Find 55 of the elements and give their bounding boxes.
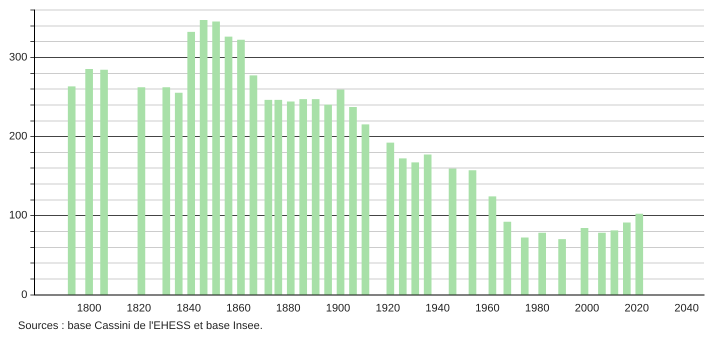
bar [411, 162, 420, 295]
y-tick-label: 200 [8, 130, 28, 143]
bar [174, 92, 183, 295]
x-tick-label: 2040 [674, 302, 699, 314]
source-note: Sources : base Cassini de l'EHESS et base Insee. [18, 320, 263, 332]
bar [324, 104, 332, 295]
x-tick-label: 1900 [326, 302, 350, 314]
bar [224, 36, 232, 295]
x-tick-label: 2020 [624, 302, 650, 314]
bar [488, 196, 496, 295]
bar [558, 239, 566, 295]
bar [538, 232, 546, 295]
x-tick-label: 1860 [226, 302, 251, 314]
x-tick-label: 1800 [76, 302, 102, 314]
bar [349, 106, 357, 295]
bar [520, 238, 529, 295]
y-tick-label: 100 [8, 210, 28, 222]
bar [286, 101, 295, 295]
x-tick-label: 1840 [176, 302, 201, 314]
bar [200, 20, 208, 295]
bar [264, 100, 272, 295]
x-tick-label: 1820 [126, 302, 152, 314]
x-tick-label: 1920 [376, 302, 400, 314]
bar [598, 232, 606, 295]
bar [187, 32, 196, 295]
x-tick-label: 1980 [524, 302, 550, 314]
x-tick-label: 1880 [276, 302, 301, 314]
bar [362, 124, 370, 295]
y-tick-label: 300 [8, 52, 28, 64]
bar [386, 142, 394, 295]
x-tick-label: 2000 [574, 302, 600, 314]
bar [468, 170, 476, 295]
bar [212, 22, 220, 295]
bar [312, 99, 320, 295]
bar [424, 154, 432, 295]
bar [635, 214, 644, 295]
x-tick-label: 1940 [425, 302, 450, 314]
bar [100, 70, 108, 295]
x-tick-label: 1960 [475, 302, 500, 314]
bar [274, 100, 282, 295]
bar [398, 158, 407, 295]
bar [138, 87, 146, 295]
bar [250, 75, 258, 295]
bar [610, 230, 618, 295]
bar [68, 86, 76, 295]
bar [336, 90, 344, 295]
bar [448, 168, 456, 295]
bar [580, 228, 588, 295]
y-tick-label: 0 [21, 288, 28, 301]
bar [623, 222, 631, 295]
bar [85, 69, 93, 295]
bar [504, 222, 512, 295]
bar [162, 87, 170, 295]
bar [299, 99, 308, 295]
bar [237, 40, 245, 295]
